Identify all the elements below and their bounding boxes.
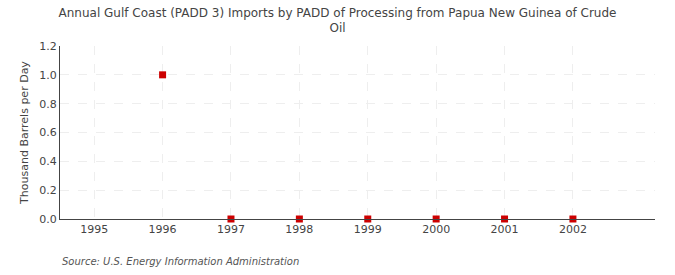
svg-text:1.2: 1.2 xyxy=(39,40,57,53)
svg-text:1.0: 1.0 xyxy=(39,69,57,82)
svg-text:1999: 1999 xyxy=(354,223,382,236)
svg-text:2002: 2002 xyxy=(559,223,587,236)
svg-text:0.4: 0.4 xyxy=(39,155,57,168)
svg-text:Thousand Barrels per Day: Thousand Barrels per Day xyxy=(18,61,31,205)
svg-text:0.6: 0.6 xyxy=(39,126,57,139)
svg-text:Source: U.S. Energy Informatio: Source: U.S. Energy Information Administ… xyxy=(62,256,299,267)
svg-text:0.2: 0.2 xyxy=(39,184,57,197)
svg-text:0.0: 0.0 xyxy=(39,213,57,226)
svg-text:0.8: 0.8 xyxy=(39,98,57,111)
svg-text:1998: 1998 xyxy=(285,223,313,236)
svg-text:1995: 1995 xyxy=(80,223,108,236)
svg-text:2000: 2000 xyxy=(422,223,450,236)
svg-text:2001: 2001 xyxy=(491,223,519,236)
svg-text:1996: 1996 xyxy=(149,223,177,236)
svg-text:Annual Gulf Coast (PADD 3) Imp: Annual Gulf Coast (PADD 3) Imports by PA… xyxy=(59,6,617,36)
svg-text:1997: 1997 xyxy=(217,223,245,236)
